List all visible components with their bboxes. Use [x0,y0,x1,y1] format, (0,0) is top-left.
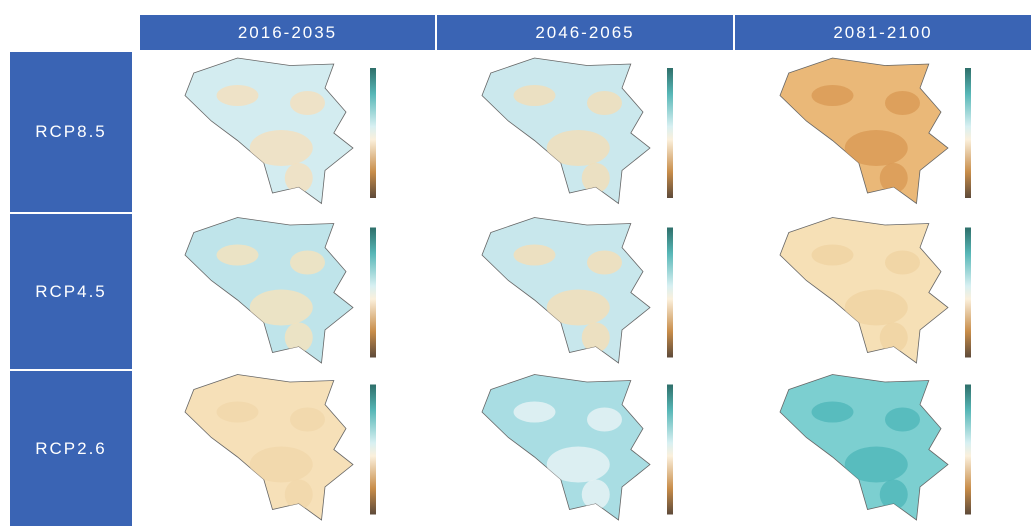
map-pattern [216,85,325,193]
colorbar [667,227,673,358]
map-patch [216,85,259,106]
map-patch [587,250,622,275]
colorbar [965,384,971,515]
colorbar [370,227,376,358]
map-patch [249,446,313,483]
colorbar [965,227,971,358]
row-label: RCP4.5 [10,214,132,371]
map-patch [879,322,908,353]
map-patch [284,163,313,193]
map-pattern [513,244,622,353]
map-pattern [216,401,325,510]
column-header: 2081-2100 [735,15,1033,50]
column-header: 2016-2035 [140,15,437,50]
map-patch [844,289,908,326]
map-pattern [811,244,920,353]
map-patch [290,91,325,115]
map-patch [879,479,908,510]
row-label: RCP2.6 [10,371,132,528]
map-pattern [513,85,622,193]
column-header: 2046-2065 [437,15,735,50]
map-patch [546,289,610,326]
map-pattern [811,401,920,510]
map-patch [811,244,854,266]
map [481,57,651,205]
map-patch [811,401,854,423]
map-patch [284,479,313,510]
map-pattern [216,244,325,353]
map [481,217,651,364]
map-patch [290,407,325,432]
map-patch [546,130,610,166]
map-patch [546,446,610,483]
map [779,374,949,521]
colorbar [370,384,376,515]
map-patch [811,85,854,106]
map-patch [513,244,556,266]
colorbar [965,68,971,198]
map [184,374,354,521]
map-patch [581,163,610,193]
map-patch [879,163,908,193]
map-patch [513,401,556,423]
map-patch [581,322,610,353]
colorbar [667,68,673,198]
map-patch [249,289,313,326]
map-patch [513,85,556,106]
map-patch [216,401,259,423]
row-label: RCP8.5 [10,52,132,214]
map-pattern [513,401,622,510]
map-patch [885,250,920,275]
map-patch [216,244,259,266]
colorbar [667,384,673,515]
colorbar [370,68,376,198]
map-patch [587,91,622,115]
map-patch [844,446,908,483]
map [481,374,651,521]
map [779,57,949,205]
map [184,57,354,205]
map-pattern [811,85,920,193]
map-patch [284,322,313,353]
map-patch [844,130,908,166]
map-patch [290,250,325,275]
map-patch [581,479,610,510]
map-patch [885,407,920,432]
map [779,217,949,364]
map-patch [587,407,622,432]
map-patch [885,91,920,115]
map [184,217,354,364]
map-patch [249,130,313,166]
